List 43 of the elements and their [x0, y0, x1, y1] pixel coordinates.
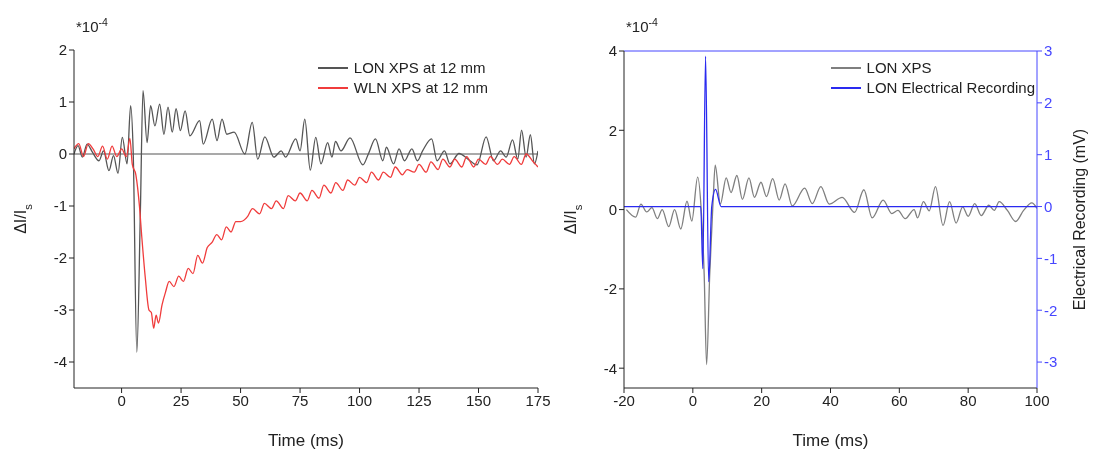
- x-axis-title: Time (ms): [268, 431, 344, 450]
- y2-tick-label: 0: [1044, 197, 1053, 215]
- x-tick-label: 80: [959, 391, 977, 409]
- y2-tick-label: -1: [1044, 249, 1058, 267]
- y-tick-label: -1: [53, 197, 67, 215]
- text: *10$^{-4}$: [626, 16, 659, 35]
- x-tick-label: 60: [890, 391, 908, 409]
- x-tick-label: 150: [466, 391, 492, 409]
- y-tick-label: 2: [608, 121, 617, 139]
- y-tick-label: 0: [58, 145, 67, 163]
- y-tick-label: -4: [603, 359, 617, 377]
- x-tick-label: 50: [232, 391, 249, 409]
- x-axis-title: Time (ms): [792, 431, 869, 450]
- x-tick-label: -20: [613, 391, 635, 409]
- y-tick-label: 1: [58, 93, 67, 111]
- y2-tick-label: 2: [1044, 94, 1053, 112]
- y-tick-label: -4: [53, 353, 67, 371]
- x-tick-label: 0: [117, 391, 126, 409]
- x-tick-label: 100: [1024, 391, 1050, 409]
- text: *10$^{-4}$: [76, 16, 109, 35]
- x-tick-label: 40: [822, 391, 839, 409]
- y2-axis-title: Electrical Recording (mV): [1071, 128, 1088, 311]
- legend-label: LON Electrical Recording: [866, 78, 1035, 98]
- x-tick-label: 75: [291, 391, 309, 409]
- y2-tick-label: -3: [1044, 353, 1058, 371]
- x-tick-label: 175: [525, 391, 551, 409]
- y-tick-label: -2: [53, 249, 67, 267]
- y-tick-label: 0: [608, 200, 617, 218]
- x-tick-label: 125: [406, 391, 432, 409]
- legend-label: LON XPS at 12 mm: [353, 58, 486, 78]
- y-tick-label: -2: [603, 280, 617, 298]
- y2-tick-label: 3: [1044, 42, 1053, 60]
- legend-label: WLN XPS at 12 mm: [353, 78, 488, 98]
- x-tick-label: 25: [172, 391, 190, 409]
- y2-tick-label: -2: [1044, 301, 1058, 319]
- y-tick-label: -3: [53, 301, 67, 319]
- y-tick-label: 2: [58, 41, 67, 59]
- x-tick-label: 100: [347, 391, 373, 409]
- legend-label: LON XPS: [866, 58, 932, 78]
- x-tick-label: 20: [753, 391, 771, 409]
- y-tick-label: 4: [608, 42, 617, 60]
- x-tick-label: 0: [688, 391, 698, 409]
- y2-tick-label: 1: [1044, 146, 1053, 164]
